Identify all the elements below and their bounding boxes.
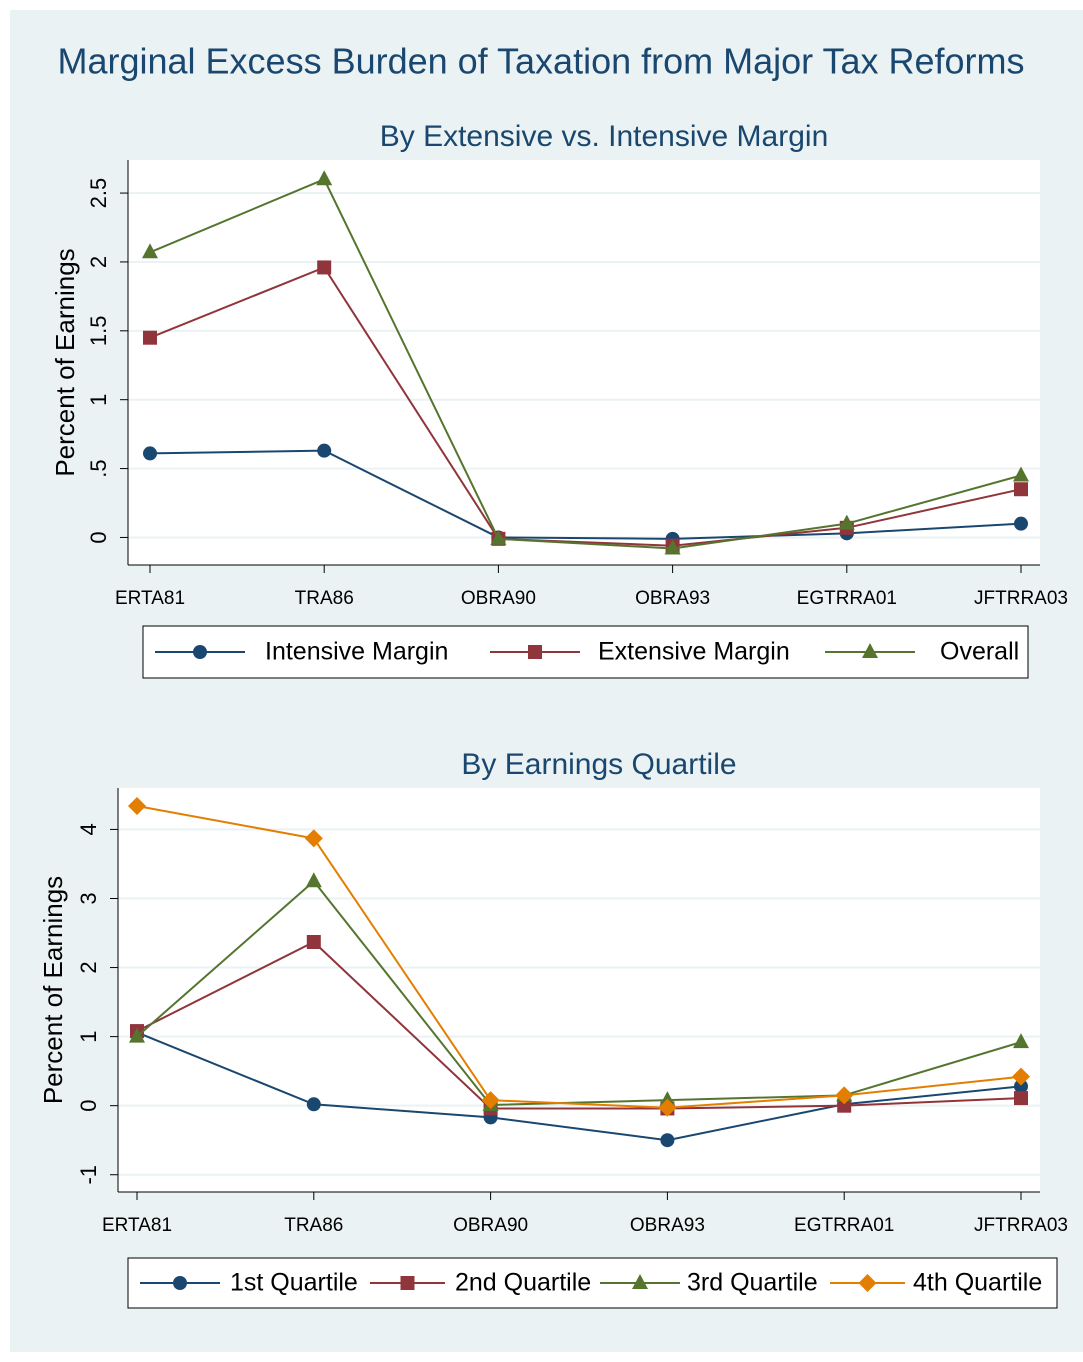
x-tick-label: OBRA90 (461, 588, 536, 609)
marker (1014, 1079, 1028, 1094)
marker (659, 1091, 676, 1107)
marker (128, 796, 146, 815)
marker (1013, 466, 1029, 482)
y-tick-label: 1 (76, 1030, 101, 1042)
marker (490, 529, 507, 545)
marker (1014, 516, 1028, 531)
marker (1012, 1067, 1030, 1086)
x-tick-label: ERTA81 (102, 1215, 172, 1236)
marker (305, 872, 322, 888)
y-tick-label: 4 (76, 823, 101, 835)
y-tick-label: -1 (76, 1165, 101, 1185)
marker (1014, 482, 1028, 497)
marker (143, 446, 157, 461)
marker (835, 1086, 854, 1105)
marker (129, 1027, 145, 1043)
marker (1014, 1091, 1028, 1106)
x-tick-label: OBRA93 (630, 1215, 705, 1236)
x-tick-label: TRA86 (284, 1215, 343, 1236)
legend-marker (173, 1276, 187, 1290)
y-tick-label: 1.5 (86, 316, 111, 347)
legend-marker (400, 1276, 415, 1290)
x-tick-label: OBRA93 (635, 588, 710, 609)
marker (1013, 1033, 1029, 1049)
y-tick-label: 2 (76, 961, 101, 973)
legend-label: 3rd Quartile (687, 1269, 818, 1297)
legend-label: 2nd Quartile (455, 1269, 591, 1297)
y-tick-label: 0 (86, 531, 111, 543)
series-line (149, 266, 1022, 547)
legend-marker (858, 1274, 877, 1292)
legend-marker (862, 643, 878, 658)
series-line (149, 177, 1022, 550)
marker (838, 514, 855, 530)
marker (837, 1098, 852, 1113)
marker (142, 243, 158, 259)
legend-marker (528, 645, 542, 659)
marker (306, 935, 321, 950)
x-tick-label: OBRA90 (453, 1215, 528, 1236)
y-tick-label: .5 (86, 459, 111, 477)
figure-title: Marginal Excess Burden of Taxation from … (57, 41, 1024, 82)
y-tick-label: 2 (86, 256, 111, 268)
legend-label: 1st Quartile (230, 1269, 358, 1297)
marker (317, 443, 332, 458)
x-tick-label: JFTRRA03 (974, 588, 1068, 609)
chart-title: By Earnings Quartile (461, 748, 736, 781)
plot-region (128, 160, 1040, 565)
y-axis-label: Percent of Earnings (50, 248, 80, 476)
marker (317, 260, 332, 275)
y-tick-label: 2.5 (86, 178, 111, 209)
legend-marker (632, 1274, 648, 1289)
legend-label: Intensive Margin (265, 638, 448, 666)
plot-region (118, 788, 1040, 1192)
x-tick-label: TRA86 (295, 588, 354, 609)
y-tick-label: 1 (86, 394, 111, 406)
marker (306, 1097, 321, 1112)
marker (664, 539, 681, 555)
marker (316, 170, 333, 186)
series-line (136, 940, 1022, 1110)
x-tick-label: ERTA81 (115, 588, 185, 609)
chart-title: By Extensive vs. Intensive Margin (380, 120, 829, 153)
y-axis-label: Percent of Earnings (38, 876, 68, 1104)
marker (658, 1098, 677, 1117)
x-tick-label: EGTRRA01 (797, 588, 897, 609)
marker (304, 829, 323, 848)
series-line (136, 879, 1022, 1106)
legend-marker (193, 645, 207, 659)
legend-label: Overall (940, 638, 1019, 666)
marker (660, 1133, 675, 1148)
series-line (136, 804, 1022, 1109)
x-tick-label: EGTRRA01 (794, 1215, 894, 1236)
series-line (136, 1031, 1022, 1142)
legend-label: Extensive Margin (598, 638, 790, 666)
y-tick-label: 3 (76, 892, 101, 904)
series-line (149, 449, 1022, 540)
marker (143, 330, 157, 345)
legend-label: 4th Quartile (913, 1269, 1042, 1297)
y-tick-label: 0 (76, 1100, 101, 1112)
marker (481, 1091, 500, 1110)
x-tick-label: JFTRRA03 (974, 1215, 1068, 1236)
